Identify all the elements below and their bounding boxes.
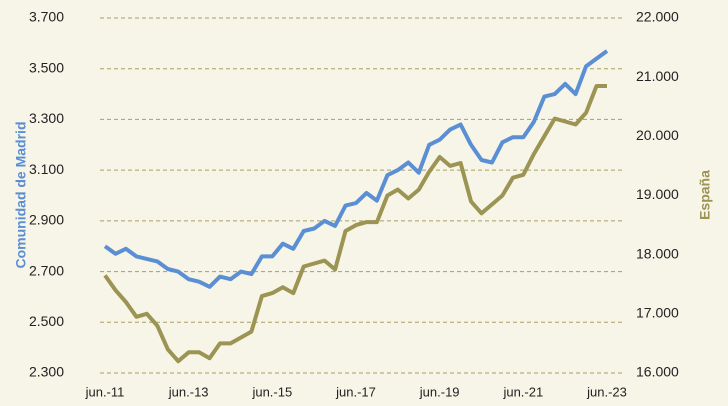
x-tick-label: jun.-15 [251, 384, 292, 399]
x-tick-label: jun.-11 [85, 384, 125, 399]
y2-tick-label: 16.000 [636, 364, 679, 380]
x-tick-label: jun.-17 [335, 384, 376, 399]
y2-tick-label: 21.000 [636, 68, 679, 84]
y2-tick-label: 20.000 [636, 127, 679, 143]
x-tick-label: jun.-21 [502, 384, 543, 399]
y-tick-label: 3.300 [29, 110, 64, 126]
y2-tick-label: 19.000 [636, 186, 679, 202]
y-tick-label: 3.500 [29, 59, 64, 75]
y-axis-title: Comunidad de Madrid [13, 122, 29, 269]
data-line [103, 49, 609, 289]
y-tick-label: 3.700 [29, 9, 64, 25]
y2-tick-label: 18.000 [636, 245, 679, 261]
y-tick-label: 2.300 [29, 364, 64, 380]
y2-tick-label: 17.000 [636, 305, 679, 321]
y-tick-label: 2.900 [29, 212, 64, 228]
x-tick-label: jun.-13 [168, 384, 209, 399]
y-tick-label: 2.500 [29, 313, 64, 329]
x-tick-label: jun.-23 [586, 384, 627, 399]
y-tick-label: 3.100 [29, 161, 64, 177]
data-line [103, 84, 607, 364]
y2-tick-label: 22.000 [636, 9, 679, 25]
y2-axis-title: España [697, 170, 713, 220]
x-tick-label: jun.-19 [419, 384, 460, 399]
y-tick-label: 2.700 [29, 262, 64, 278]
